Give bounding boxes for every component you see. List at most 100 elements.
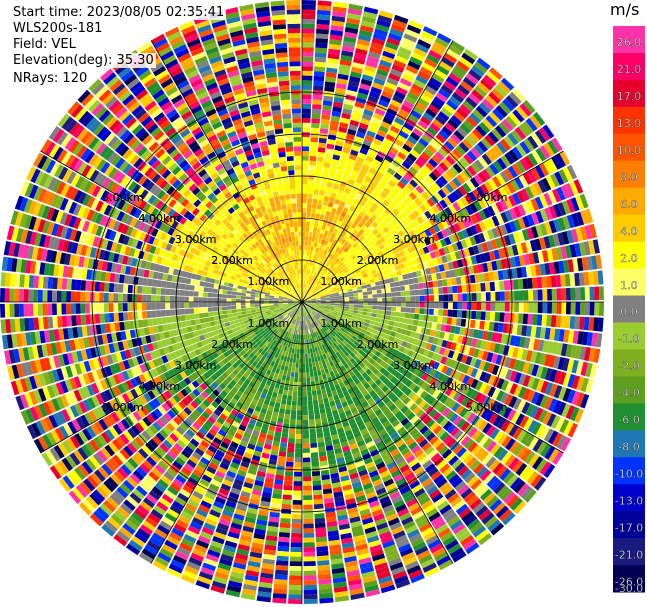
velocity-gate <box>333 263 339 269</box>
velocity-gate <box>370 179 379 187</box>
velocity-gate <box>353 277 360 282</box>
velocity-gate <box>373 112 384 121</box>
velocity-gate <box>351 229 358 236</box>
velocity-gate <box>319 185 326 192</box>
velocity-gate <box>525 117 538 132</box>
velocity-gate <box>543 192 553 206</box>
velocity-gate <box>278 536 290 543</box>
velocity-gate <box>420 222 429 231</box>
velocity-gate <box>484 181 494 193</box>
velocity-gate <box>384 81 397 91</box>
velocity-gate <box>370 282 376 287</box>
velocity-gate <box>379 191 388 199</box>
velocity-gate <box>362 308 368 312</box>
velocity-gate <box>325 251 331 257</box>
velocity-gate <box>483 219 491 230</box>
velocity-gate <box>367 294 373 299</box>
velocity-gate <box>372 159 382 167</box>
velocity-gate <box>334 224 341 231</box>
velocity-gate <box>323 279 328 285</box>
velocity-gate <box>367 51 381 60</box>
velocity-gate <box>376 68 389 77</box>
velocity-gate <box>309 371 314 378</box>
velocity-gate <box>470 147 481 159</box>
velocity-gate <box>506 181 516 194</box>
velocity-gate <box>352 290 358 294</box>
velocity-gate <box>538 127 551 142</box>
velocity-gate <box>330 266 336 272</box>
velocity-gate <box>308 291 312 296</box>
velocity-gate <box>485 166 496 178</box>
velocity-gate <box>330 25 344 32</box>
velocity-gate <box>427 244 434 253</box>
velocity-gate <box>285 404 292 410</box>
velocity-gate <box>350 222 358 230</box>
velocity-gate <box>428 49 443 61</box>
velocity-gate <box>316 389 322 396</box>
velocity-gate <box>452 293 458 302</box>
velocity-gate <box>362 11 378 19</box>
velocity-gate <box>292 357 297 364</box>
velocity-gate <box>293 353 297 359</box>
velocity-gate <box>491 128 503 141</box>
velocity-gate <box>368 195 377 203</box>
velocity-gate <box>408 318 414 325</box>
velocity-gate <box>372 175 381 183</box>
velocity-gate <box>332 228 338 235</box>
velocity-gate <box>408 278 414 285</box>
velocity-gate <box>547 190 557 205</box>
velocity-gate <box>274 574 288 581</box>
velocity-gate <box>473 61 488 74</box>
velocity-gate <box>321 286 327 291</box>
velocity-gate <box>342 41 356 48</box>
velocity-gate <box>584 286 590 301</box>
velocity-gate <box>471 302 477 311</box>
velocity-gate <box>372 294 378 298</box>
velocity-gate <box>302 396 308 402</box>
velocity-gate <box>386 257 393 264</box>
velocity-gate <box>296 415 302 420</box>
velocity-gate <box>398 46 412 56</box>
velocity-gate <box>394 90 406 100</box>
velocity-field <box>0 0 604 604</box>
velocity-gate <box>315 232 320 239</box>
velocity-gate <box>501 118 514 132</box>
velocity-gate <box>362 288 368 293</box>
velocity-gate <box>416 233 424 242</box>
velocity-gate <box>410 307 416 314</box>
velocity-gate <box>348 306 354 310</box>
velocity-gate <box>547 140 559 155</box>
velocity-gate <box>526 214 535 227</box>
velocity-gate <box>491 227 500 239</box>
velocity-gate <box>373 187 382 195</box>
velocity-gate <box>291 405 297 411</box>
velocity-gate <box>314 513 325 519</box>
velocity-gate <box>307 245 311 251</box>
velocity-gate <box>316 252 321 258</box>
velocity-gate <box>311 108 322 115</box>
velocity-gate <box>371 37 385 46</box>
velocity-gate <box>310 255 314 261</box>
velocity-gate <box>503 135 515 149</box>
velocity-gate <box>275 560 289 566</box>
velocity-gate <box>303 288 306 293</box>
velocity-gate <box>532 289 538 301</box>
velocity-gate <box>367 95 379 104</box>
velocity-gate <box>302 151 309 156</box>
velocity-gate <box>357 292 363 296</box>
velocity-gate <box>492 144 504 157</box>
velocity-gate <box>414 158 425 169</box>
velocity-gate <box>321 285 326 290</box>
velocity-gate <box>385 283 391 289</box>
velocity-gate <box>528 302 534 313</box>
velocity-gate <box>536 276 543 289</box>
velocity-gate <box>297 396 302 402</box>
velocity-gate <box>289 575 302 581</box>
velocity-gate <box>278 388 284 395</box>
velocity-gate <box>361 74 374 82</box>
velocity-gate <box>379 229 386 237</box>
velocity-gate <box>317 9 331 16</box>
velocity-gate <box>334 198 341 205</box>
velocity-gate <box>318 446 326 453</box>
velocity-gate <box>367 290 373 295</box>
